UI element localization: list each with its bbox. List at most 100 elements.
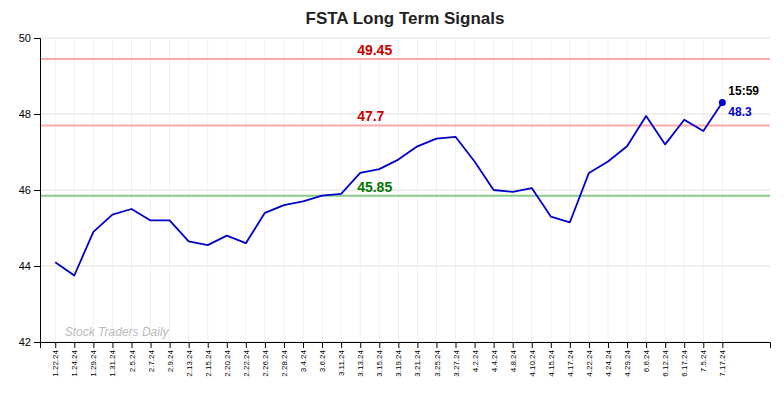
- x-tick-label: 3.19.24: [394, 349, 403, 376]
- x-tick-mark: [494, 342, 495, 348]
- grid-line-x: [131, 38, 132, 342]
- grid-line-x: [207, 38, 208, 342]
- y-tick-label: 44: [19, 260, 31, 272]
- x-tick: 1.22.24: [51, 342, 60, 377]
- x-tick-mark: [608, 342, 609, 348]
- x-tick-label: 2.26.24: [261, 349, 270, 376]
- reference-label: 49.45: [357, 42, 392, 58]
- x-tick: 6.12.24: [661, 342, 670, 377]
- x-tick-mark: [170, 342, 171, 348]
- x-tick: 4.24.24: [604, 342, 613, 377]
- x-tick: 6.17.24: [680, 342, 689, 377]
- x-tick-label: 3.15.24: [375, 349, 384, 376]
- grid-line-x: [588, 38, 589, 342]
- grid-line-x: [607, 38, 608, 342]
- reference-line: [40, 195, 770, 197]
- x-tick-label: 1.22.24: [51, 349, 60, 376]
- x-tick-mark: [341, 342, 342, 348]
- grid-line-x: [283, 38, 284, 342]
- x-tick-mark: [722, 342, 723, 348]
- x-tick-label: 4.8.24: [509, 349, 518, 372]
- x-tick: 4.10.24: [528, 342, 537, 377]
- grid-line-x: [55, 38, 56, 342]
- x-tick-label: 2.15.24: [204, 349, 213, 376]
- texts: 49.4547.745.8515:5948.3Stock Traders Dai…: [65, 42, 760, 339]
- x-tick: 3.19.24: [394, 342, 403, 377]
- y-tick: 50: [19, 32, 40, 44]
- x-tick-label: 2.22.24: [242, 349, 251, 376]
- reference-label: 45.85: [357, 179, 392, 195]
- grid: [40, 38, 770, 342]
- x-tick-mark: [246, 342, 247, 348]
- x-tick-label: 2.9.24: [166, 349, 175, 372]
- grid-line-x: [627, 38, 628, 342]
- x-tick-label: 3.13.24: [356, 349, 365, 376]
- x-tick: 3.6.24: [318, 342, 327, 372]
- x-tick: 2.15.24: [204, 342, 213, 377]
- x-tick-mark: [513, 342, 514, 348]
- x-tick: 2.9.24: [166, 342, 175, 372]
- x-tick-label: 2.7.24: [147, 349, 156, 372]
- y-axis-line: [34, 39, 41, 343]
- grid-line-x: [322, 38, 323, 342]
- x-tick-label: 7.17.24: [718, 349, 727, 376]
- grid-line-x: [512, 38, 513, 342]
- x-tick-mark: [151, 342, 152, 348]
- grid-line-x: [665, 38, 666, 342]
- y-tick-label: 42: [19, 336, 31, 348]
- grid-line-y: [40, 38, 770, 39]
- grid-line-y: [40, 266, 770, 267]
- grid-line-y: [40, 114, 770, 115]
- grid-line-x: [684, 38, 685, 342]
- x-tick: 3.15.24: [375, 342, 384, 377]
- y-tick-mark: [34, 114, 40, 115]
- marks: [40, 59, 770, 276]
- x-tick-label: 4.10.24: [528, 349, 537, 376]
- grid-line-x: [93, 38, 94, 342]
- x-tick-mark: [703, 342, 704, 348]
- grid-line-x: [188, 38, 189, 342]
- last-time-label: 15:59: [728, 84, 759, 98]
- x-tick-mark: [665, 342, 666, 348]
- x-tick-mark: [208, 342, 209, 348]
- grid-line-x: [417, 38, 418, 342]
- value-label: 48.3: [728, 105, 752, 119]
- x-tick: 3.4.24: [299, 342, 308, 372]
- x-tick-mark: [322, 342, 323, 348]
- x-axis-line: [41, 343, 771, 349]
- grid-line-x: [169, 38, 170, 342]
- x-tick-label: 4.17.24: [566, 349, 575, 376]
- x-tick-mark: [131, 342, 132, 348]
- x-tick: 4.2.24: [471, 342, 480, 372]
- x-tick-label: 4.29.24: [623, 349, 632, 376]
- x-tick-mark: [627, 342, 628, 348]
- y-tick-label: 46: [19, 184, 31, 196]
- reference-line: [40, 58, 770, 60]
- x-tick: 6.6.24: [642, 342, 651, 372]
- grid-line-x: [245, 38, 246, 342]
- x-tick: 2.7.24: [147, 342, 156, 372]
- x-tick: 2.13.24: [185, 342, 194, 377]
- x-tick-label: 4.4.24: [490, 349, 499, 372]
- x-tick-mark: [684, 342, 685, 348]
- grid-line-x: [703, 38, 704, 342]
- grid-line-x: [341, 38, 342, 342]
- grid-line-x: [303, 38, 304, 342]
- x-tick-mark: [303, 342, 304, 348]
- x-tick-mark: [227, 342, 228, 348]
- x-tick-label: 6.12.24: [661, 349, 670, 376]
- x-tick-label: 3.21.24: [413, 349, 422, 376]
- x-tick: 4.22.24: [585, 342, 594, 377]
- x-tick: 3.25.24: [433, 342, 442, 377]
- y-tick: 46: [19, 184, 40, 196]
- x-tick-label: 4.15.24: [547, 349, 556, 376]
- grid-line-x: [474, 38, 475, 342]
- x-tick-mark: [398, 342, 399, 348]
- y-tick-label: 50: [19, 32, 31, 44]
- x-tick-label: 6.6.24: [642, 349, 651, 372]
- x-tick-mark: [456, 342, 457, 348]
- x-tick-mark: [436, 342, 437, 348]
- x-tick: 3.13.24: [356, 342, 365, 377]
- x-tick-label: 3.4.24: [299, 349, 308, 372]
- x-tick-label: 1.29.24: [89, 349, 98, 376]
